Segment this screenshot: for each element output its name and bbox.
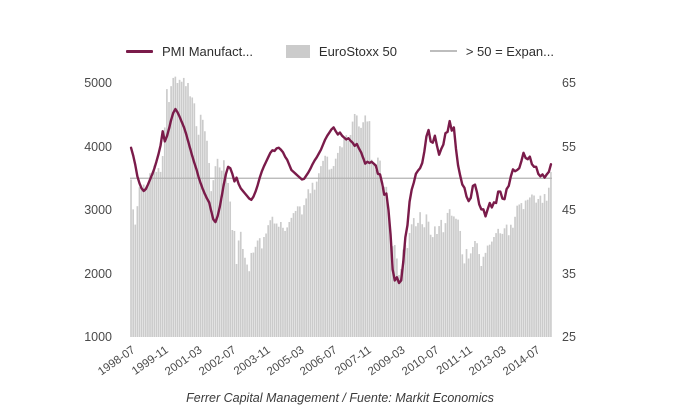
pmi-line	[129, 107, 553, 285]
right-axis-tick-label: 55	[562, 139, 576, 154]
eurostoxx-area-swatch-icon	[285, 44, 310, 58]
left-axis-tick-label: 5000	[84, 75, 112, 90]
legend-item-pmi: PMI Manufact...	[126, 44, 253, 59]
source-caption: Ferrer Capital Management / Fuente: Mark…	[186, 391, 494, 405]
left-axis-tick-label: 1000	[84, 329, 112, 344]
legend-item-expansion: > 50 = Expan...	[429, 43, 554, 59]
left-axis-tick-label: 2000	[84, 266, 112, 281]
legend-label-expansion: > 50 = Expan...	[465, 43, 554, 59]
right-axis-tick-label: 35	[562, 266, 576, 281]
left-axis-tick-label: 3000	[84, 202, 112, 217]
legend-item-eurostoxx: EuroStoxx 50	[285, 43, 397, 59]
right-axis-tick-label: 45	[562, 202, 576, 217]
eurostoxx-bars	[130, 76, 552, 338]
left-axis-tick-label: 4000	[84, 139, 112, 154]
chart-legend: PMI Manufact... EuroStoxx 50 > 50 = Expa…	[126, 42, 554, 60]
right-axis-tick-label: 65	[562, 75, 576, 90]
pmi-line-swatch-icon	[126, 49, 153, 53]
legend-label-eurostoxx: EuroStoxx 50	[318, 43, 397, 59]
right-axis-tick-label: 25	[562, 329, 576, 344]
legend-label-pmi: PMI Manufact...	[162, 43, 254, 59]
expansion-refline-swatch-icon	[429, 50, 457, 52]
